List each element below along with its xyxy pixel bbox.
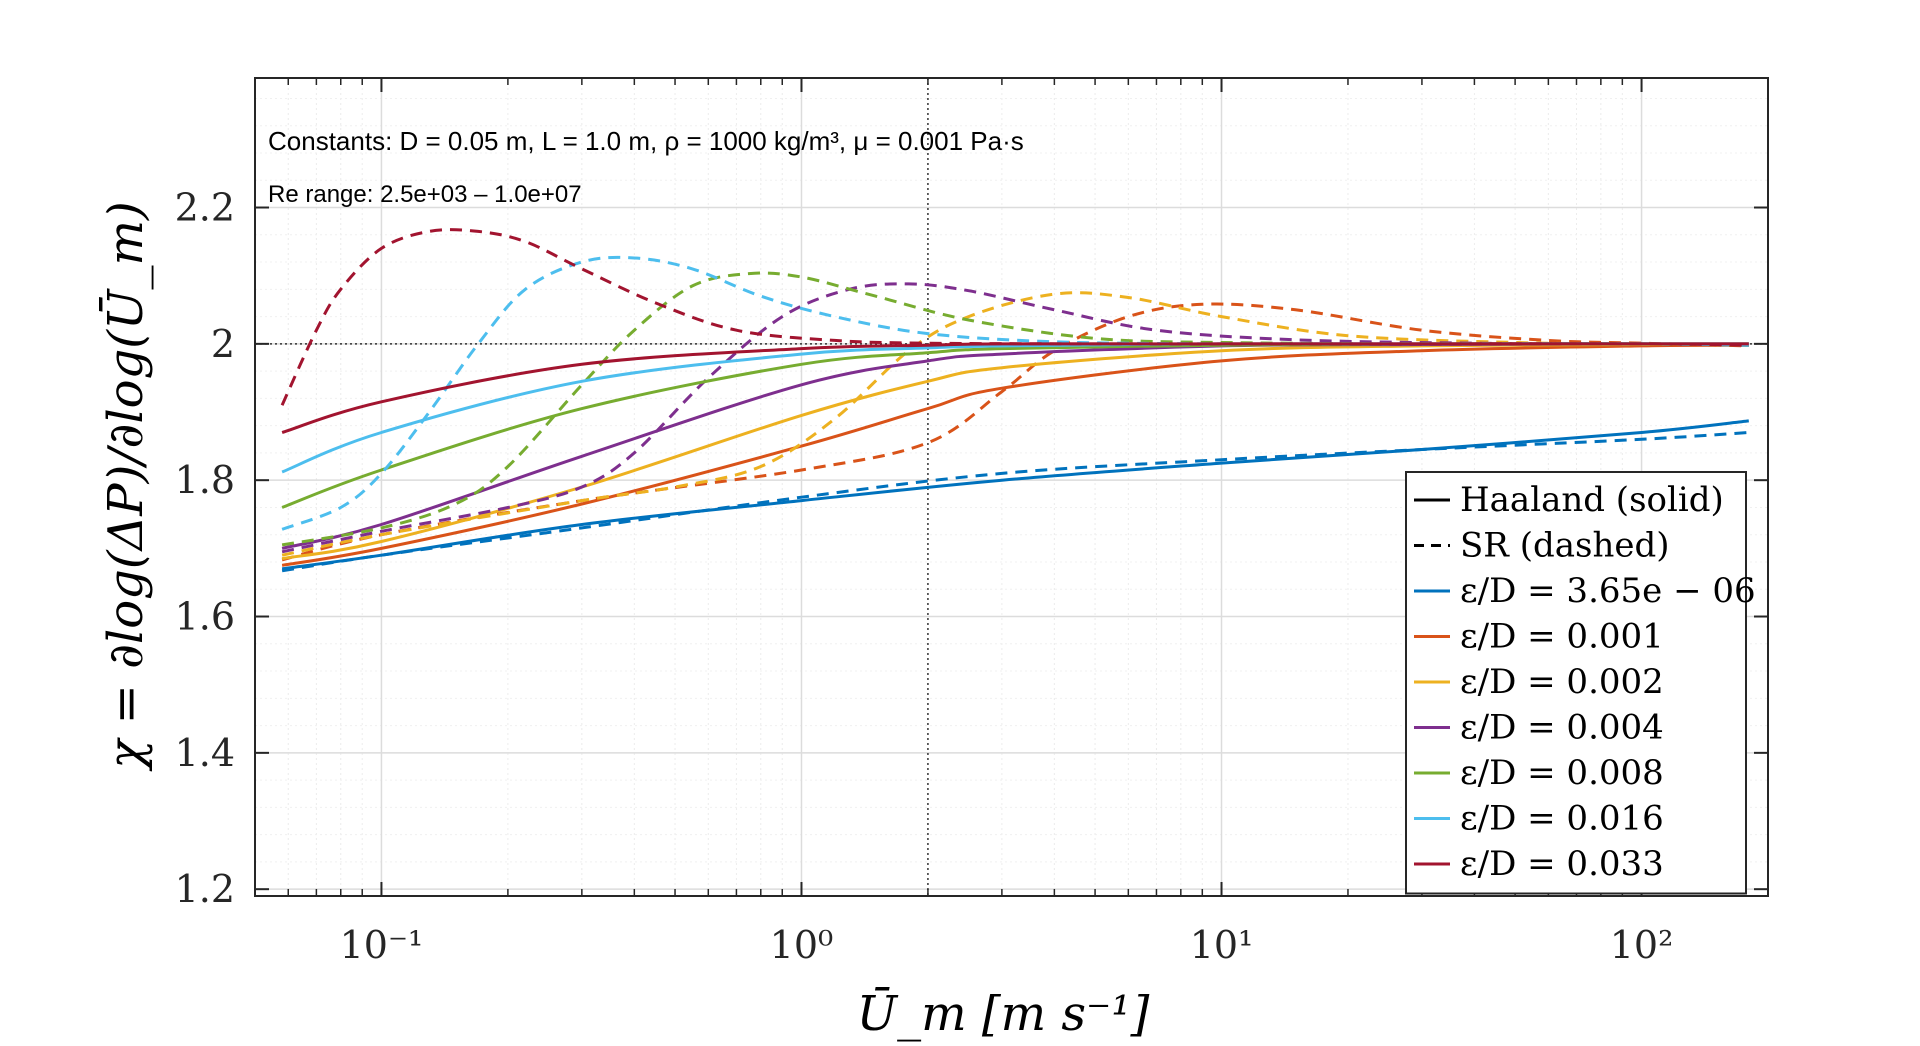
legend-entry-label: ε/D = 3.65e − 06 bbox=[1460, 571, 1756, 611]
series-line-sr-1 bbox=[281, 431, 1749, 573]
legend: Haaland (solid) SR (dashed) ε/D = 3.65e − … bbox=[1405, 471, 1756, 895]
legend-entry-label: ε/D = 0.016 bbox=[1460, 799, 1664, 839]
x-tick-label: 10¹ bbox=[1190, 923, 1254, 967]
plot-frame bbox=[254, 77, 1769, 897]
y-tick-label: 1.6 bbox=[175, 595, 235, 639]
series-line-sr-9 bbox=[281, 271, 1749, 547]
legend-entry-label: ε/D = 0.033 bbox=[1460, 844, 1664, 884]
y-tick-label: 1.2 bbox=[175, 867, 235, 911]
series-line-sr-13 bbox=[280, 228, 1749, 406]
legend-entry-label: ε/D = 0.001 bbox=[1460, 617, 1664, 657]
x-tick-label: 10⁰ bbox=[770, 923, 834, 967]
series-line-haaland-0 bbox=[281, 419, 1749, 571]
tick-labels: 10⁻¹ 10⁰ 10¹ 10² 1.2 1.4 1.6 1.8 2 2.2 bbox=[175, 186, 1674, 967]
series-line-haaland-2 bbox=[281, 343, 1749, 567]
x-axis-label: Ū_m [m s⁻¹] bbox=[857, 986, 1150, 1042]
legend-entry-label: ε/D = 0.008 bbox=[1460, 753, 1664, 793]
y-tick-label: 2.2 bbox=[175, 186, 235, 230]
y-tick-label: 2 bbox=[211, 322, 235, 366]
legend-box bbox=[1405, 471, 1747, 895]
x-tick-label: 10⁻¹ bbox=[340, 923, 424, 967]
y-tick-label: 1.4 bbox=[175, 731, 235, 775]
series-layer bbox=[280, 228, 1749, 573]
legend-entry-label: Haaland (solid) bbox=[1460, 480, 1724, 520]
x-tick-label: 10² bbox=[1610, 923, 1674, 967]
series-line-sr-5 bbox=[281, 291, 1749, 557]
y-tick-label: 1.8 bbox=[175, 458, 235, 502]
series-line-haaland-12 bbox=[281, 342, 1749, 434]
annotation-re-range: Re range: 2.5e+03 – 1.0e+07 bbox=[268, 181, 582, 208]
annotation-constants: Constants: D = 0.05 m, L = 1.0 m, ρ = 10… bbox=[268, 126, 1024, 156]
y-axis-label: χ = ∂log(ΔP)/∂log(Ū_m) bbox=[98, 201, 154, 771]
legend-entry-label: ε/D = 0.002 bbox=[1460, 662, 1664, 702]
legend-entry-label: ε/D = 0.004 bbox=[1460, 708, 1664, 748]
legend-entry-label: SR (dashed) bbox=[1460, 526, 1670, 566]
